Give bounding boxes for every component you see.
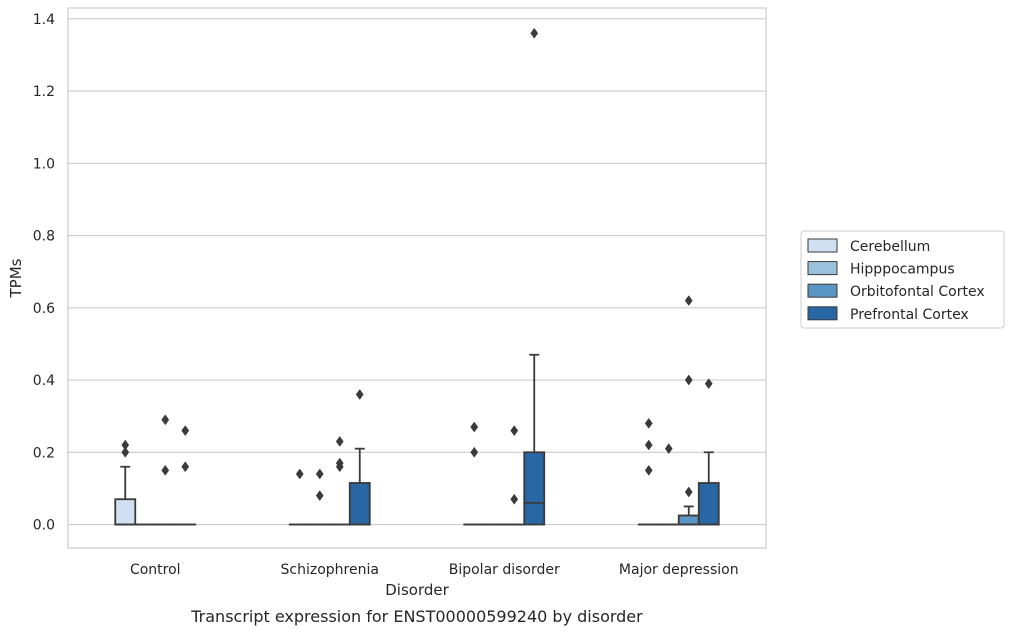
gridlines [68, 18, 766, 526]
box-iqr [348, 482, 371, 526]
box-bipolar-disorder [523, 27, 546, 526]
legend-frame [800, 230, 1005, 329]
outlier-point [644, 417, 653, 429]
series-cerebellum [114, 417, 660, 526]
legend-swatch [807, 306, 838, 321]
outlier-point [161, 464, 170, 476]
y-tick-label: 0.0 [33, 518, 55, 534]
outlier-point [315, 490, 324, 502]
box-schizophrenia [308, 468, 331, 526]
outlier-point [335, 436, 344, 447]
box-major-depression [657, 443, 680, 526]
outlier-point [704, 378, 713, 390]
box-iqr [697, 482, 720, 526]
legend-label: Orbitofontal Cortex [850, 284, 985, 300]
box-iqr [114, 498, 137, 526]
outlier-point [335, 461, 344, 473]
y-tick-label: 1.0 [33, 156, 55, 172]
chart-caption: Transcript expression for ENST0000059924… [190, 607, 643, 626]
series-prefrontal-cortex [174, 27, 720, 526]
series-orbitofontal-cortex [154, 295, 700, 526]
box-iqr [523, 451, 546, 526]
outlier-point [530, 27, 539, 39]
legend-label: Cerebellum [850, 239, 930, 255]
plot-frame [67, 7, 767, 549]
y-axis-label: TPMs [7, 258, 25, 298]
y-tick-label: 1.2 [33, 84, 55, 100]
outlier-point [295, 468, 304, 480]
x-axis-label: Disorder [385, 581, 449, 599]
legend-label: Prefrontal Cortex [850, 307, 969, 323]
legend-swatch [807, 261, 838, 276]
box-control [174, 425, 197, 526]
x-tick-label: Major depression [619, 562, 739, 578]
legend-label: Hipppocampus [850, 262, 955, 278]
outlier-point [644, 439, 653, 451]
outlier-point [470, 446, 479, 458]
y-tick-label: 0.6 [33, 301, 55, 317]
box-major-depression [697, 378, 720, 526]
outlier-point [181, 461, 190, 473]
outlier-point [684, 295, 693, 307]
y-tick-label: 0.2 [33, 445, 55, 461]
x-tick-label: Control [130, 562, 181, 578]
legend-swatch [807, 283, 838, 298]
series-hipppocampus [134, 443, 680, 526]
outlier-point [644, 464, 653, 476]
box-schizophrenia [348, 389, 371, 526]
outlier-point [315, 468, 324, 480]
outlier-point [161, 414, 170, 426]
box-control [154, 414, 177, 526]
outlier-point [510, 493, 519, 505]
box-schizophrenia [328, 436, 351, 526]
x-tick-label: Schizophrenia [281, 562, 379, 578]
box-bipolar-disorder [463, 421, 486, 526]
y-axis-ticks: 0.0 0.2 0.4 0.6 0.8 1.0 1.2 1.4 [33, 12, 55, 534]
x-tick-label: Bipolar disorder [449, 562, 560, 578]
box-iqr [677, 514, 700, 526]
outlier-point [664, 443, 673, 455]
outlier-point [510, 425, 519, 437]
y-tick-label: 0.4 [33, 373, 55, 389]
box-bipolar-disorder [503, 425, 526, 526]
box-schizophrenia [288, 468, 311, 526]
outlier-point [470, 421, 479, 433]
outlier-point [684, 374, 693, 386]
y-tick-label: 1.4 [33, 12, 55, 28]
outlier-point [121, 446, 130, 458]
legend-swatch [807, 238, 838, 253]
box-control [114, 439, 137, 526]
outlier-point [181, 425, 190, 437]
outlier-point [355, 389, 364, 400]
box-major-depression [677, 295, 700, 526]
outlier-point [684, 486, 693, 498]
legend: Cerebellum Hipppocampus Orbitofontal Corte… [800, 230, 1005, 329]
y-tick-label: 0.8 [33, 229, 55, 245]
box-series [114, 27, 720, 526]
x-axis-ticks: Control Schizophrenia Bipolar disorder Majo… [130, 562, 739, 578]
box-major-depression [637, 417, 660, 526]
